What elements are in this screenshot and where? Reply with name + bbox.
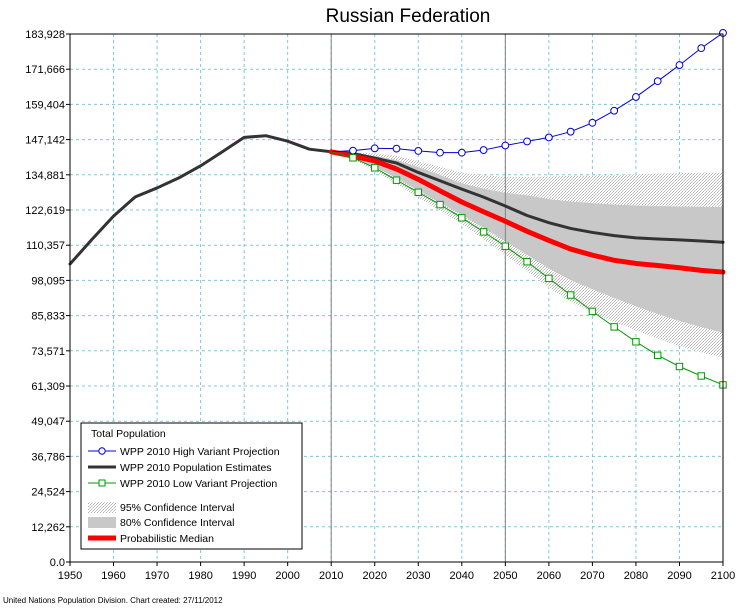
y-tick-label: 61,309 xyxy=(31,381,65,393)
series xyxy=(68,29,727,389)
y-tick-label: 171,666 xyxy=(25,64,65,76)
high-variant-point xyxy=(544,133,553,142)
high-variant-point xyxy=(457,148,466,157)
high-variant-point xyxy=(501,141,510,150)
x-axis-ticks: 1950 1960 1970 1980 1990 2000 2010 2020 2030 2040… xyxy=(58,562,735,582)
x-tick-label: 1960 xyxy=(101,570,125,582)
y-tick-label: 134,881 xyxy=(25,170,65,182)
y-tick-label: 73,571 xyxy=(31,346,65,358)
legend-high-swatch-marker xyxy=(98,447,106,455)
high-variant-point xyxy=(392,144,401,153)
series-line-high xyxy=(330,32,724,154)
low-variant-point xyxy=(371,164,379,172)
x-tick-label: 2060 xyxy=(537,570,561,582)
ci80-band xyxy=(331,151,723,333)
x-tick-label: 2050 xyxy=(493,570,517,582)
y-tick-label: 147,142 xyxy=(25,135,65,147)
legend-low-swatch-marker xyxy=(98,479,106,487)
low-variant-point xyxy=(479,228,488,236)
x-tick-label: 2100 xyxy=(711,570,735,582)
low-variant-point xyxy=(632,338,640,346)
y-tick-label: 122,619 xyxy=(25,205,65,217)
reference-lines xyxy=(330,34,506,562)
legend-box xyxy=(80,422,303,550)
high-variant-point xyxy=(523,137,531,146)
low-variant-point xyxy=(545,274,553,283)
low-variant-point xyxy=(588,307,597,316)
high-variant-point xyxy=(479,146,488,154)
legend-item-low: WPP 2010 Low Variant Projection xyxy=(120,478,277,490)
confidence-bands xyxy=(331,151,723,358)
x-tick-label: 1990 xyxy=(232,570,256,582)
low-variant-point xyxy=(566,291,575,299)
legend-ci95-swatch xyxy=(88,502,116,513)
y-tick-label: 159,404 xyxy=(25,99,65,111)
high-variant-point xyxy=(588,118,597,127)
low-variant-point xyxy=(675,362,684,371)
high-variant-point xyxy=(610,106,619,115)
x-tick-label: 1950 xyxy=(58,570,82,582)
y-tick-label: 12,262 xyxy=(31,522,65,534)
y-tick-label: 98,095 xyxy=(31,275,65,287)
high-variant-point xyxy=(414,147,423,155)
high-variant-point xyxy=(349,146,357,155)
x-tick-label: 2030 xyxy=(406,570,430,582)
low-variant-point xyxy=(349,154,357,162)
x-tick-label: 2080 xyxy=(624,570,648,582)
low-variant-point xyxy=(610,323,618,331)
legend-item-ci95: 95% Confidence Interval xyxy=(120,502,234,514)
high-variant-point xyxy=(675,61,684,69)
x-tick-label: 2090 xyxy=(667,570,691,582)
plot-frame xyxy=(69,33,724,563)
y-axis-ticks: 0.0 12,262 24,524 36,786 49,047 61,309 73,571 8… xyxy=(25,29,70,569)
y-tick-label: 183,928 xyxy=(25,29,65,41)
series-line-estimates xyxy=(68,134,725,266)
y-tick-label: 36,786 xyxy=(31,451,65,463)
legend-item-median: Probabilistic Median xyxy=(120,533,214,545)
y-tick-label: 0.0 xyxy=(50,557,65,569)
x-tick-label: 2070 xyxy=(580,570,604,582)
x-tick-label: 2000 xyxy=(275,570,299,582)
high-variant-point xyxy=(697,44,706,53)
x-tick-label: 1970 xyxy=(145,570,169,582)
legend-item-high: WPP 2010 High Variant Projection xyxy=(120,446,280,458)
low-variant-point xyxy=(654,351,662,360)
high-variant-point xyxy=(370,144,379,153)
x-tick-label: 2040 xyxy=(450,570,474,582)
chart-title: Russian Federation xyxy=(326,6,491,27)
series-line-median xyxy=(328,149,726,275)
chart-credit: United Nations Population Division. Char… xyxy=(3,596,223,605)
high-variant-point xyxy=(436,148,444,157)
low-variant-point xyxy=(436,200,444,209)
x-tick-label: 2010 xyxy=(319,570,343,582)
low-variant-point xyxy=(697,372,705,380)
legend-ci80-swatch xyxy=(88,517,116,528)
legend: Total Population WPP 2010 High Variant P… xyxy=(80,422,303,550)
high-variant-point xyxy=(566,127,575,136)
high-variant-point xyxy=(653,77,662,86)
y-tick-label: 24,524 xyxy=(31,487,65,499)
low-variant-point xyxy=(392,176,401,184)
y-tick-label: 110,357 xyxy=(26,240,65,252)
legend-item-estimates: WPP 2010 Population Estimates xyxy=(120,462,272,474)
legend-title: Total Population xyxy=(91,428,166,440)
low-variant-point xyxy=(458,214,466,222)
y-tick-label: 49,047 xyxy=(31,416,65,428)
low-variant-point xyxy=(523,258,531,266)
high-variant-point xyxy=(632,93,640,101)
x-tick-label: 1980 xyxy=(188,570,212,582)
y-tick-label: 85,833 xyxy=(31,311,65,323)
legend-item-ci80: 80% Confidence Interval xyxy=(120,517,234,529)
low-variant-point xyxy=(414,188,422,196)
x-tick-label: 2020 xyxy=(362,570,386,582)
low-variant-point xyxy=(501,242,510,250)
